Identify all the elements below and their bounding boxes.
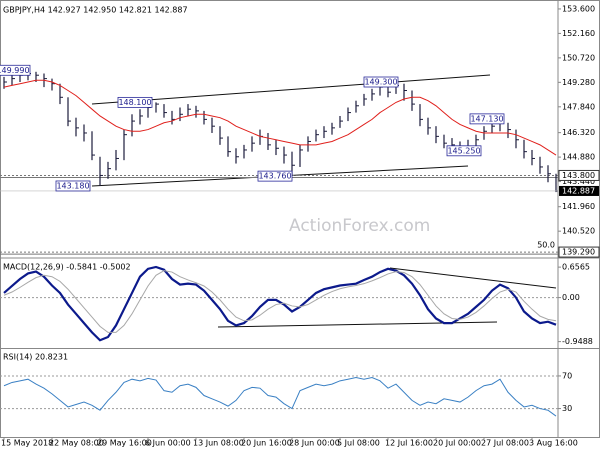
last-price-box	[559, 185, 599, 196]
annotation-box	[446, 145, 482, 157]
fib-label: 50.0	[537, 241, 555, 250]
x-tick-label: 15 May 2018	[1, 439, 53, 448]
annotation-label: 147.130	[470, 114, 503, 123]
panel-title: RSI(14) 20.8231	[3, 353, 68, 362]
last-price-label: 142.887	[562, 186, 595, 195]
y-tick-label: 140.520	[562, 227, 595, 236]
y-tick-label: 152.160	[562, 29, 595, 38]
y-tick-label: 0.00	[562, 293, 580, 302]
y-tick-label: 147.840	[562, 102, 595, 111]
y-tick-label: -0.9488	[562, 337, 593, 346]
y-tick-label: 149.280	[562, 78, 595, 87]
panel-title: GBPJPY,H4 142.927 142.950 142.821 142.88…	[3, 6, 188, 15]
annotation-box	[117, 96, 153, 108]
panel-title: MACD(12,26,9) -0.5841 -0.5002	[3, 263, 131, 272]
rsi-line	[3, 377, 557, 417]
level-label: 139.290	[562, 248, 595, 257]
level-label-box	[558, 246, 600, 258]
level-label: 143.800	[562, 171, 595, 180]
y-tick-label: 150.720	[562, 53, 595, 62]
x-tick-label: 20 Jun 16:00	[241, 439, 292, 448]
panel-plot	[0, 375, 558, 417]
trendline	[389, 267, 557, 289]
x-tick-label: 20 Jul 00:00	[433, 439, 481, 448]
annotation-box	[469, 113, 505, 125]
y-tick-label: 141.960	[562, 202, 595, 211]
x-tick-label: 29 May 16:00	[97, 439, 152, 448]
x-tick-label: 3 Aug 16:00	[529, 439, 578, 448]
annotation-box	[363, 76, 399, 88]
annotation-label: 143.180	[56, 181, 89, 190]
y-tick-label: 30	[562, 404, 572, 413]
annotation-box	[0, 64, 31, 76]
x-tick-label: 22 May 08:00	[49, 439, 104, 448]
x-tick-label: 5 Jul 08:00	[337, 439, 380, 448]
watermark: ActionForex.com	[289, 216, 430, 236]
x-tick-label: 28 Jun 00:00	[289, 439, 340, 448]
x-tick-label: 27 Jul 08:00	[481, 439, 529, 448]
y-tick-label: 146.320	[562, 128, 595, 137]
annotation-box	[55, 180, 91, 192]
level-label-box	[558, 169, 600, 181]
moving-average	[3, 79, 557, 156]
annotation-label: 145.250	[447, 146, 480, 155]
y-tick-label: 153.600	[562, 4, 595, 13]
annotation-label: 149.300	[364, 78, 397, 87]
trendline	[91, 74, 491, 105]
macd-line	[3, 265, 557, 342]
y-tick-label: 144.880	[562, 153, 595, 162]
frame	[0, 0, 600, 438]
signal-line	[3, 270, 557, 333]
annotation-box	[257, 170, 293, 182]
y-tick-label: 0.6565	[562, 263, 590, 272]
y-tick-label: 143.440	[562, 177, 595, 186]
annotation-label: 149.990	[0, 66, 30, 75]
panel-plot	[0, 265, 558, 342]
x-tick-label: 6 Jun 00:00	[145, 439, 191, 448]
annotation-label: 148.100	[118, 98, 151, 107]
y-tick-label: 70	[562, 371, 572, 380]
x-tick-label: 13 Jun 08:00	[193, 439, 244, 448]
annotation-label: 143.760	[258, 172, 291, 181]
x-tick-label: 12 Jul 16:00	[385, 439, 433, 448]
